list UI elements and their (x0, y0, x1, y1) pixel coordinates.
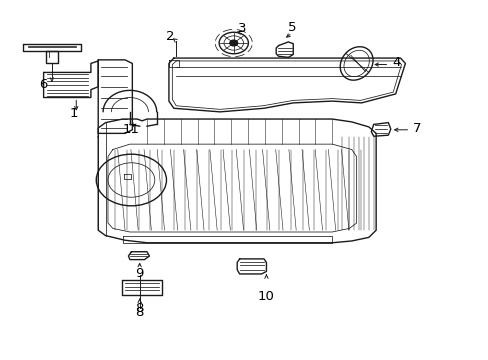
Text: 9: 9 (135, 267, 143, 280)
Text: 4: 4 (392, 56, 400, 69)
Text: 5: 5 (287, 21, 296, 34)
Text: 3: 3 (237, 22, 246, 35)
Text: 7: 7 (412, 122, 421, 135)
Circle shape (229, 40, 237, 46)
Text: 8: 8 (135, 302, 143, 315)
Text: 11: 11 (122, 123, 140, 136)
Text: 2: 2 (166, 30, 174, 43)
Text: 1: 1 (69, 107, 78, 120)
Text: 8: 8 (135, 306, 143, 319)
Text: 6: 6 (40, 78, 48, 91)
Text: 10: 10 (258, 290, 274, 303)
